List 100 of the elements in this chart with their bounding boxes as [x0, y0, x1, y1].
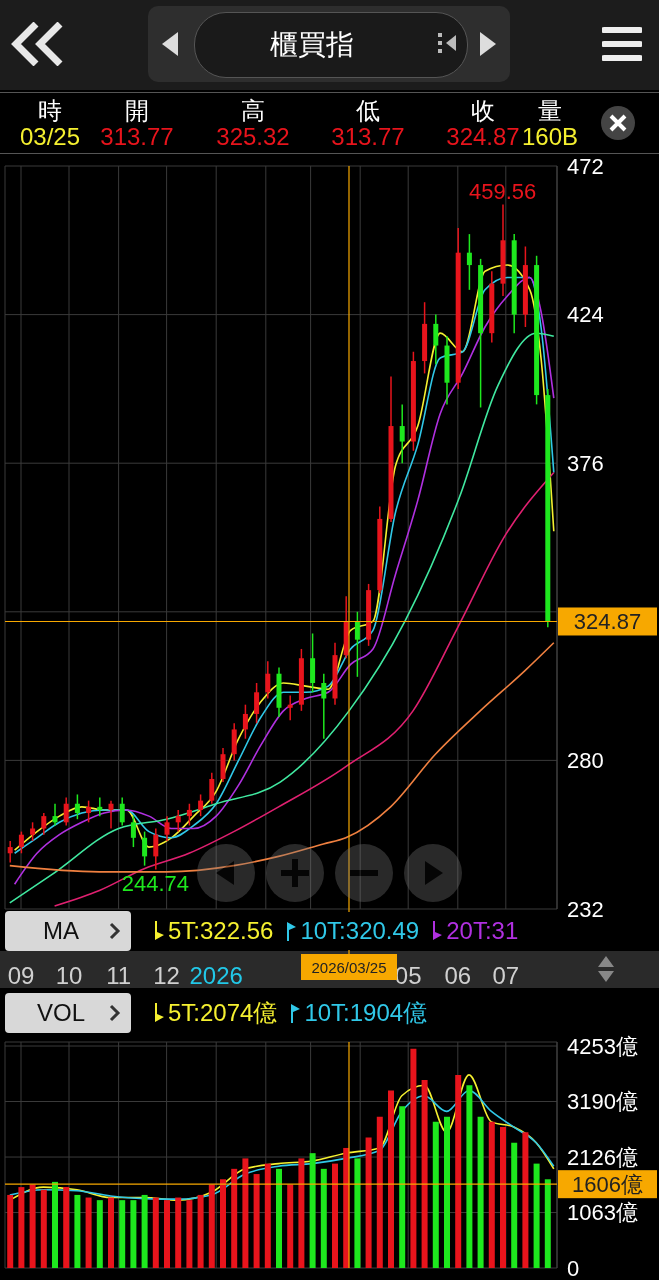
- candlestick: [164, 815, 170, 842]
- text: 收: [471, 97, 495, 124]
- annotation: 459.56: [468, 178, 537, 204]
- y-tick-label: 232: [567, 896, 604, 922]
- x-tick-label: 07: [492, 961, 520, 989]
- ref-line-label: 1606億: [572, 1171, 643, 1197]
- bar: [108, 1197, 114, 1268]
- bar: [332, 1163, 338, 1268]
- candlestick: [74, 793, 80, 820]
- text: 313.77: [330, 123, 406, 151]
- bar: [444, 1116, 450, 1268]
- candlestick: [433, 313, 439, 365]
- text: 160B: [521, 123, 579, 150]
- candlestick: [41, 812, 47, 836]
- text: 325.32: [215, 123, 291, 151]
- y-tick-label: 472: [567, 153, 604, 179]
- bar: [354, 1158, 361, 1268]
- candlestick: [466, 233, 472, 291]
- candlestick: [130, 815, 136, 848]
- candlestick: [119, 796, 125, 827]
- y-tick-label: 280: [567, 747, 604, 773]
- bar: [29, 1184, 36, 1268]
- legend-label: 10T:320.49: [299, 917, 420, 945]
- ref-line-label: 324.87: [573, 608, 642, 634]
- bar: [511, 1142, 518, 1268]
- legend-label: 5T:322.56: [167, 917, 274, 945]
- candlestick: [18, 830, 24, 855]
- y-tick-label: 424: [567, 302, 604, 328]
- bar: [52, 1181, 58, 1268]
- bar: [220, 1179, 226, 1268]
- candlestick: [209, 772, 215, 805]
- bar: [477, 1116, 484, 1268]
- y-tick-label: 3190億: [567, 1089, 638, 1114]
- candlestick: [30, 821, 36, 842]
- bar: [466, 1085, 473, 1268]
- bar: [432, 1121, 439, 1268]
- candlestick: [63, 796, 69, 827]
- bar: [488, 1121, 495, 1268]
- candlestick: [153, 827, 159, 871]
- text: 03/25: [19, 123, 81, 150]
- bar: [298, 1158, 305, 1268]
- bar: [365, 1137, 372, 1268]
- legend-label: 5T:2074億: [167, 998, 278, 1028]
- bar: [208, 1184, 215, 1268]
- bar: [399, 1106, 406, 1268]
- bar: [455, 1074, 462, 1268]
- candlestick: [175, 809, 181, 833]
- x-tick-label: 12: [153, 961, 180, 989]
- bar: [522, 1132, 529, 1268]
- annotation: 244.74: [121, 871, 190, 897]
- candlestick: [321, 672, 327, 740]
- bar: [376, 1116, 383, 1268]
- bar: [74, 1194, 81, 1268]
- candlestick: [242, 703, 248, 740]
- bar: [164, 1200, 170, 1268]
- x-tick-label: 09: [7, 961, 35, 989]
- bar: [85, 1197, 92, 1268]
- bar: [500, 1127, 506, 1268]
- bar: [309, 1153, 316, 1268]
- y-tick-label: 376: [567, 450, 604, 476]
- text: 低: [355, 97, 381, 125]
- y-tick-label: 0: [567, 1255, 580, 1280]
- bar: [7, 1194, 14, 1268]
- bar: [141, 1194, 148, 1268]
- text: 量: [538, 97, 562, 124]
- bar: [130, 1200, 137, 1268]
- candlestick: [354, 611, 360, 678]
- bar: [231, 1168, 238, 1268]
- legend-label: 10T:1904億: [303, 998, 428, 1028]
- dropdown-button: MA: [5, 911, 131, 951]
- bar: [40, 1189, 47, 1268]
- text: 324.87: [446, 123, 520, 150]
- bar: [320, 1168, 327, 1268]
- y-tick-label: 1063億: [567, 1200, 638, 1226]
- chart-title: 櫃買指: [269, 28, 355, 62]
- x-tick-label: 10: [55, 961, 83, 989]
- bar: [410, 1048, 417, 1268]
- bar: [421, 1080, 428, 1268]
- bar: [242, 1158, 249, 1268]
- candlestick: [287, 694, 293, 721]
- x-tick-label: 2026: [189, 961, 243, 989]
- bar: [96, 1200, 103, 1268]
- bar: [197, 1194, 204, 1268]
- bar: [253, 1174, 260, 1268]
- candlestick: [86, 799, 92, 824]
- bar: [119, 1200, 126, 1268]
- y-tick-label: 4253億: [567, 1033, 638, 1059]
- x-tick-label: 11: [106, 961, 132, 989]
- candlestick: [254, 682, 260, 724]
- bar: [388, 1090, 394, 1268]
- bar: [287, 1184, 294, 1268]
- candlestick: [97, 796, 103, 817]
- bar: [175, 1197, 182, 1268]
- candlestick: [108, 799, 114, 830]
- ref-line-label: 2026/03/25: [311, 958, 387, 976]
- candlestick: [142, 830, 148, 867]
- candlestick: [52, 802, 58, 827]
- line-series: [53, 471, 555, 907]
- text: 高: [240, 97, 266, 125]
- bar: [18, 1187, 25, 1268]
